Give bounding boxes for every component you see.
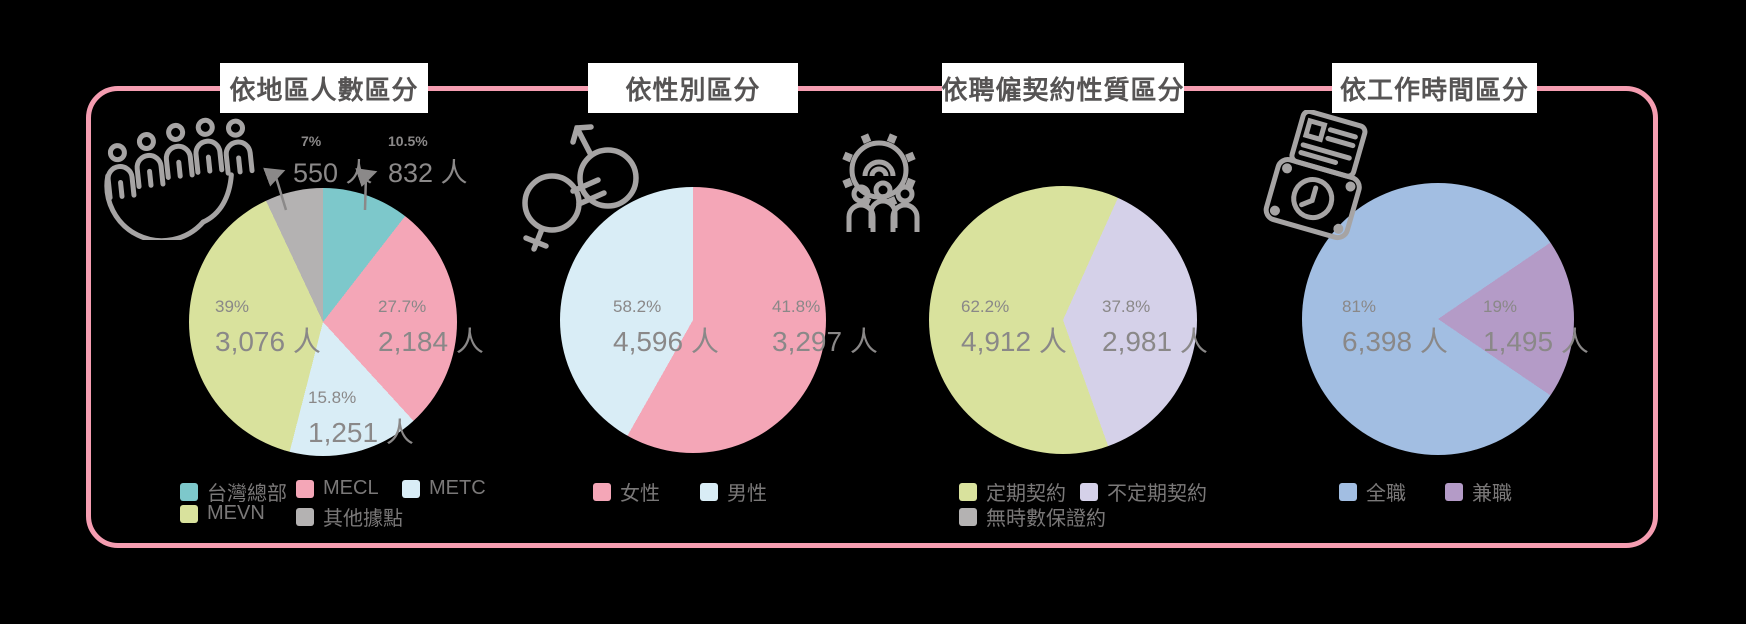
legend-item-parttime: 兼職 bbox=[1445, 477, 1512, 506]
legend-swatch bbox=[180, 482, 198, 501]
legend-swatch bbox=[959, 507, 977, 526]
callout-percent: 7% bbox=[301, 133, 322, 149]
legend-item-male: 男性 bbox=[700, 477, 767, 506]
legend-item-other-sites: 其他據點 bbox=[296, 502, 403, 531]
callout-percent: 10.5% bbox=[388, 133, 428, 149]
panel-border bbox=[86, 86, 1658, 548]
gender-symbols-icon bbox=[522, 124, 639, 252]
legend-label: MEVN bbox=[207, 502, 265, 524]
callout-other-sites: 7% 550 人 bbox=[293, 133, 373, 190]
legend-label: 其他據點 bbox=[323, 508, 403, 530]
legend-label: 台灣總部 bbox=[207, 483, 287, 505]
slice-label-open-contract: 37.8% 2,981 人 bbox=[1102, 297, 1208, 357]
slice-label-mevn: 39% 3,076 人 bbox=[215, 297, 321, 357]
slice-label-male: 41.8% 3,297 人 bbox=[772, 297, 878, 357]
chart-title-gender: 依性別區分 bbox=[588, 63, 798, 113]
legend-item-metc: METC bbox=[402, 477, 486, 500]
legend-label: 全職 bbox=[1366, 483, 1406, 505]
legend-swatch bbox=[402, 479, 420, 498]
slice-label-parttime: 19% 1,495 人 bbox=[1483, 297, 1589, 357]
legend-item-no-hour-contract: 無時數保證約 bbox=[959, 502, 1106, 531]
legend-label: 無時數保證約 bbox=[986, 508, 1106, 530]
pie-contract bbox=[929, 186, 1197, 454]
legend-label: 兼職 bbox=[1472, 483, 1512, 505]
pie-region bbox=[189, 188, 457, 456]
slice-label-fulltime: 81% 6,398 人 bbox=[1342, 297, 1448, 357]
chart-title-contract: 依聘僱契約性質區分 bbox=[942, 63, 1184, 113]
gear-people-icon bbox=[842, 133, 920, 232]
legend-item-taiwan-hq: 台灣總部 bbox=[180, 477, 287, 506]
legend-swatch bbox=[296, 479, 314, 498]
chart-title-text: 依性別區分 bbox=[625, 74, 761, 105]
legend-swatch bbox=[700, 482, 718, 501]
slice-label-female: 58.2% 4,596 人 bbox=[613, 297, 719, 357]
legend-item-female: 女性 bbox=[593, 477, 660, 506]
legend-swatch bbox=[1080, 482, 1098, 501]
time-card-icon bbox=[1263, 110, 1368, 241]
legend-swatch bbox=[1445, 482, 1463, 501]
legend-label: 男性 bbox=[727, 483, 767, 505]
legend-swatch bbox=[1339, 482, 1357, 501]
legend-swatch bbox=[593, 482, 611, 501]
slice-label-fixed-contract: 62.2% 4,912 人 bbox=[961, 297, 1067, 357]
legend-label: METC bbox=[429, 477, 486, 499]
legend-swatch bbox=[959, 482, 977, 501]
legend-swatch bbox=[296, 507, 314, 526]
legend-item-open-contract: 不定期契約 bbox=[1080, 477, 1207, 506]
callout-count: 550 人 bbox=[293, 158, 373, 188]
pie-gender bbox=[560, 187, 826, 453]
legend-label: MECL bbox=[323, 477, 379, 499]
people-in-hand-icon bbox=[104, 117, 255, 240]
legend-item-mevn: MEVN bbox=[180, 502, 265, 525]
callout-taiwan-hq: 10.5% 832 人 bbox=[388, 133, 468, 190]
chart-title-region: 依地區人數區分 bbox=[220, 63, 428, 113]
legend-item-fulltime: 全職 bbox=[1339, 477, 1406, 506]
chart-title-worktime: 依工作時間區分 bbox=[1332, 63, 1537, 113]
slice-label-mecl: 27.7% 2,184 人 bbox=[378, 297, 484, 357]
legend-swatch bbox=[180, 504, 198, 523]
chart-title-text: 依聘僱契約性質區分 bbox=[941, 74, 1185, 105]
slice-label-metc: 15.8% 1,251 人 bbox=[308, 388, 414, 448]
legend-label: 定期契約 bbox=[986, 483, 1066, 505]
callout-count: 832 人 bbox=[388, 158, 468, 188]
legend-label: 不定期契約 bbox=[1107, 483, 1207, 505]
chart-title-text: 依地區人數區分 bbox=[229, 74, 419, 105]
legend-item-fixed-contract: 定期契約 bbox=[959, 477, 1066, 506]
chart-title-text: 依工作時間區分 bbox=[1339, 74, 1529, 105]
legend-item-mecl: MECL bbox=[296, 477, 379, 500]
legend-label: 女性 bbox=[620, 483, 660, 505]
